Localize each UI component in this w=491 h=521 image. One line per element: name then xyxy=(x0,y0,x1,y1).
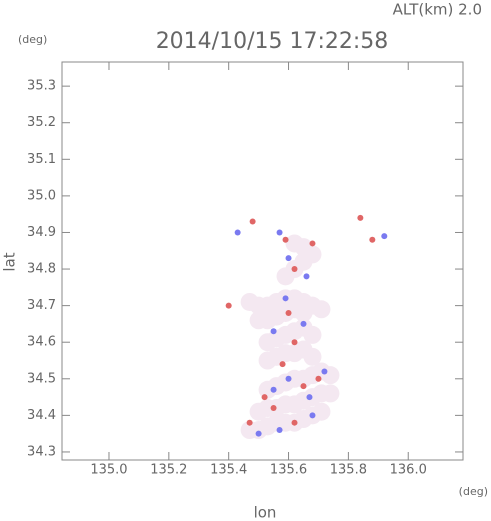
data-point xyxy=(300,383,307,390)
data-point xyxy=(291,339,298,346)
y-tick-label: 34.8 xyxy=(27,262,56,277)
data-point xyxy=(246,419,253,426)
y-axis-label: lat xyxy=(1,252,19,271)
chart-subtitle: ALT(km) 2.0 xyxy=(393,1,482,19)
x-unit: (deg) xyxy=(459,485,488,498)
x-axis-label: lon xyxy=(254,504,277,521)
data-point xyxy=(312,300,331,319)
y-tick-label: 35.1 xyxy=(27,152,56,167)
data-point xyxy=(285,309,292,316)
data-point xyxy=(282,236,289,243)
y-tick-label: 35.3 xyxy=(27,79,56,94)
data-point xyxy=(279,361,286,368)
data-point xyxy=(303,347,322,366)
data-point xyxy=(225,302,232,309)
data-point xyxy=(321,368,328,375)
data-point xyxy=(276,427,283,434)
data-point xyxy=(294,238,313,257)
data-point xyxy=(303,273,310,280)
data-point xyxy=(309,240,316,247)
data-point xyxy=(312,402,331,421)
data-point xyxy=(300,320,307,327)
data-point xyxy=(369,236,376,243)
data-point xyxy=(282,295,289,302)
data-point xyxy=(315,375,322,382)
y-unit: (deg) xyxy=(18,33,47,46)
data-point xyxy=(249,218,256,225)
plot-frame xyxy=(61,61,464,461)
data-point xyxy=(270,328,277,335)
data-point xyxy=(270,405,277,412)
data-point xyxy=(291,419,298,426)
chart-title: 2014/10/15 17:22:58 xyxy=(156,29,389,54)
x-tick-label: 135.8 xyxy=(330,463,367,478)
data-point xyxy=(270,386,277,393)
y-tick-label: 34.4 xyxy=(27,408,56,423)
data-point xyxy=(321,384,340,403)
data-point xyxy=(306,394,313,401)
y-tick-label: 34.7 xyxy=(27,298,56,313)
data-point xyxy=(285,255,292,262)
y-tick-label: 34.5 xyxy=(27,371,56,386)
y-tick-label: 34.9 xyxy=(27,225,56,240)
data-point xyxy=(234,229,241,236)
data-point xyxy=(285,375,292,382)
data-point xyxy=(255,430,262,437)
y-tick-label: 34.6 xyxy=(27,335,56,350)
x-tick-label: 135.2 xyxy=(150,463,187,478)
data-point xyxy=(291,266,298,273)
x-tick-label: 135.6 xyxy=(270,463,307,478)
y-tick-label: 35.0 xyxy=(27,188,56,203)
x-tick-label: 135.4 xyxy=(210,463,247,478)
data-point xyxy=(309,412,316,419)
x-tick-label: 136.0 xyxy=(390,463,427,478)
data-point xyxy=(261,394,268,401)
plot-marks xyxy=(225,214,388,440)
data-point xyxy=(381,233,388,240)
data-point xyxy=(276,229,283,236)
data-point xyxy=(303,325,322,344)
y-tick-label: 34.3 xyxy=(27,444,56,459)
data-point xyxy=(357,214,364,221)
y-tick-label: 35.2 xyxy=(27,115,56,130)
x-tick-label: 135.0 xyxy=(90,463,127,478)
